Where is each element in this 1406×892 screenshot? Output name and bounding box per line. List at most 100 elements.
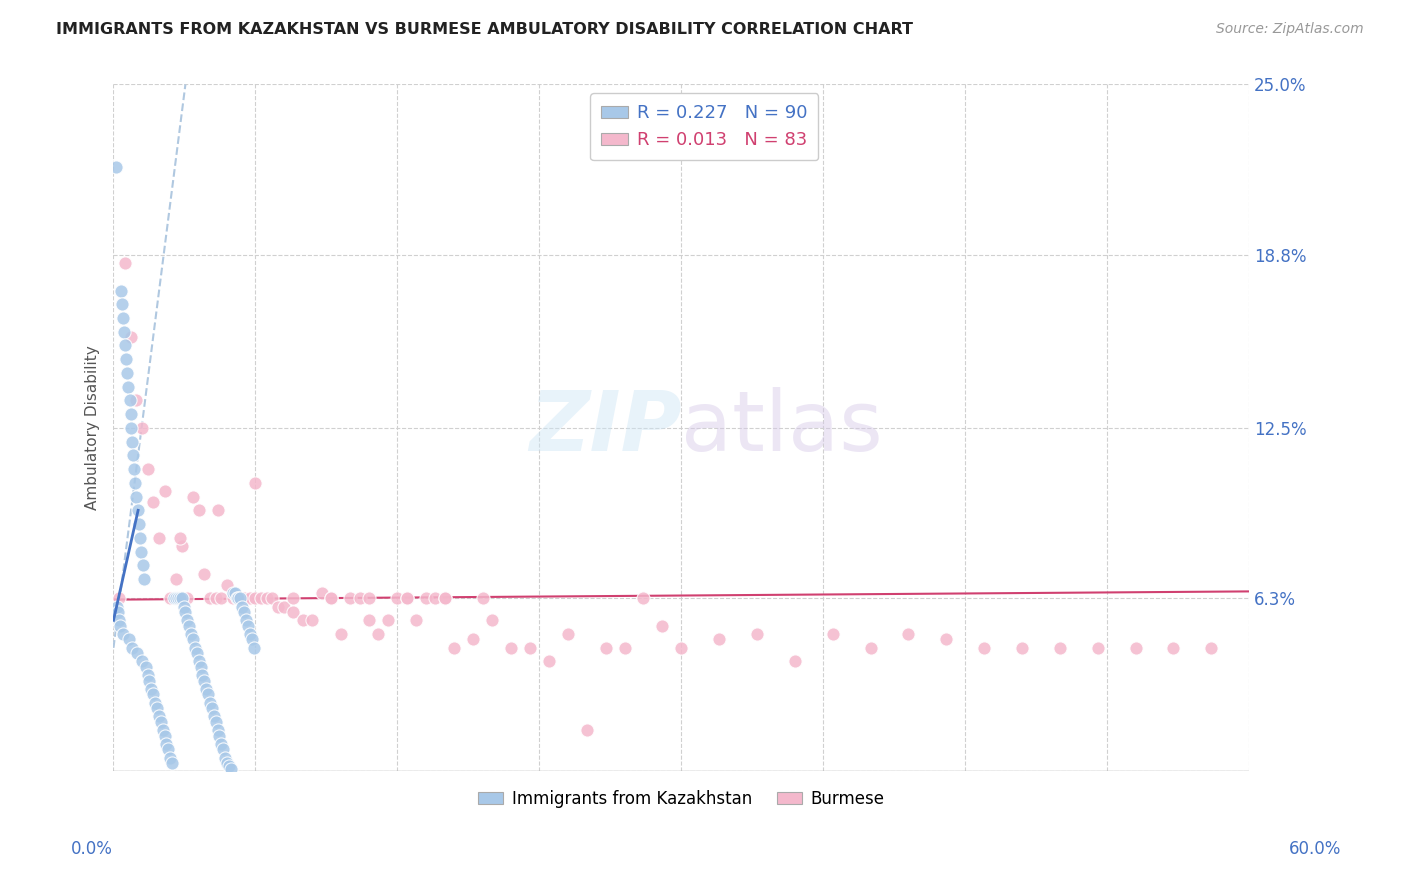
Legend: Immigrants from Kazakhstan, Burmese: Immigrants from Kazakhstan, Burmese bbox=[471, 783, 891, 814]
Point bbox=[207, 503, 229, 517]
Point bbox=[159, 750, 181, 764]
Point bbox=[155, 737, 177, 751]
Point bbox=[897, 627, 920, 641]
Point bbox=[433, 591, 456, 606]
Point bbox=[973, 640, 995, 655]
Point bbox=[239, 627, 262, 641]
Point bbox=[239, 591, 262, 606]
Point bbox=[301, 613, 323, 627]
Point bbox=[256, 591, 278, 606]
Point bbox=[114, 352, 136, 367]
Point bbox=[193, 673, 215, 688]
Point bbox=[105, 160, 128, 174]
Point bbox=[225, 591, 247, 606]
Point bbox=[159, 591, 181, 606]
Point bbox=[233, 591, 256, 606]
Point bbox=[114, 256, 136, 270]
Point bbox=[136, 668, 159, 682]
Point bbox=[125, 393, 148, 408]
Point bbox=[110, 284, 132, 298]
Point bbox=[321, 591, 343, 606]
Point bbox=[125, 490, 148, 504]
Point bbox=[180, 627, 202, 641]
Point bbox=[118, 393, 141, 408]
Point bbox=[387, 591, 409, 606]
Point bbox=[114, 338, 136, 352]
Point bbox=[229, 591, 252, 606]
Point bbox=[245, 591, 267, 606]
Point bbox=[291, 613, 314, 627]
Point bbox=[395, 591, 418, 606]
Point bbox=[152, 723, 174, 738]
Point bbox=[212, 742, 235, 756]
Point bbox=[170, 591, 193, 606]
Point bbox=[170, 539, 193, 553]
Point bbox=[142, 688, 165, 702]
Point bbox=[184, 640, 207, 655]
Point bbox=[357, 613, 380, 627]
Point bbox=[242, 640, 264, 655]
Point bbox=[131, 421, 153, 435]
Point bbox=[349, 591, 371, 606]
Point bbox=[1125, 640, 1147, 655]
Point bbox=[181, 632, 204, 647]
Point bbox=[339, 591, 361, 606]
Point bbox=[367, 627, 389, 641]
Point bbox=[166, 591, 188, 606]
Point bbox=[783, 655, 806, 669]
Point bbox=[163, 591, 186, 606]
Point bbox=[121, 640, 143, 655]
Point bbox=[201, 701, 224, 715]
Point bbox=[148, 531, 170, 545]
Point bbox=[108, 613, 131, 627]
Point bbox=[148, 709, 170, 723]
Point bbox=[245, 475, 267, 490]
Point bbox=[425, 591, 447, 606]
Point bbox=[575, 723, 598, 738]
Point bbox=[129, 531, 152, 545]
Text: IMMIGRANTS FROM KAZAKHSTAN VS BURMESE AMBULATORY DISABILITY CORRELATION CHART: IMMIGRANTS FROM KAZAKHSTAN VS BURMESE AM… bbox=[56, 22, 914, 37]
Point bbox=[240, 632, 263, 647]
Point bbox=[107, 605, 129, 619]
Point bbox=[187, 503, 209, 517]
Point bbox=[169, 531, 191, 545]
Point bbox=[191, 668, 214, 682]
Point bbox=[267, 599, 290, 614]
Point bbox=[165, 591, 187, 606]
Point bbox=[481, 613, 503, 627]
Point bbox=[204, 591, 226, 606]
Point bbox=[433, 591, 456, 606]
Point bbox=[204, 714, 226, 729]
Point bbox=[218, 759, 240, 773]
Point bbox=[153, 484, 176, 499]
Text: 0.0%: 0.0% bbox=[70, 840, 112, 858]
Point bbox=[176, 591, 198, 606]
Point bbox=[197, 688, 219, 702]
Point bbox=[143, 696, 166, 710]
Point bbox=[1201, 640, 1223, 655]
Point bbox=[321, 591, 343, 606]
Point bbox=[132, 572, 155, 586]
Point bbox=[165, 572, 187, 586]
Point bbox=[415, 591, 437, 606]
Point bbox=[112, 325, 135, 339]
Point bbox=[138, 673, 160, 688]
Y-axis label: Ambulatory Disability: Ambulatory Disability bbox=[86, 345, 100, 510]
Text: Source: ZipAtlas.com: Source: ZipAtlas.com bbox=[1216, 22, 1364, 37]
Point bbox=[207, 723, 229, 738]
Point bbox=[120, 407, 142, 421]
Point bbox=[174, 605, 197, 619]
Point bbox=[190, 660, 212, 674]
Point bbox=[129, 544, 152, 558]
Point bbox=[613, 640, 636, 655]
Point bbox=[208, 729, 231, 743]
Point bbox=[745, 627, 768, 641]
Point bbox=[202, 709, 225, 723]
Point bbox=[198, 696, 221, 710]
Point bbox=[111, 297, 134, 311]
Point bbox=[1163, 640, 1185, 655]
Text: ZIP: ZIP bbox=[529, 387, 682, 468]
Point bbox=[209, 737, 232, 751]
Text: atlas: atlas bbox=[682, 387, 883, 468]
Point bbox=[633, 591, 655, 606]
